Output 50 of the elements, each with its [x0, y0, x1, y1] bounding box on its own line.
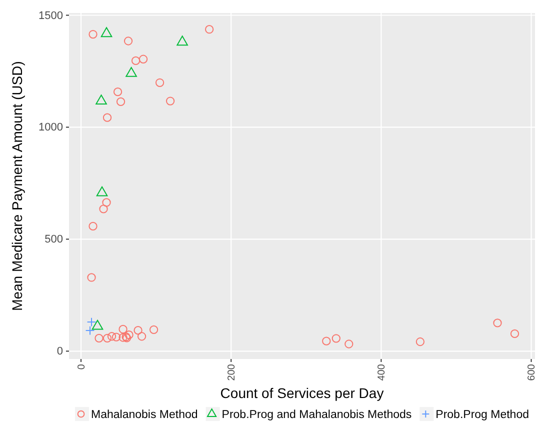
point [416, 337, 425, 346]
point [322, 336, 331, 346]
x-tick-label: 600 [526, 364, 537, 381]
legend-label: Prob.Prog and Mahalanobis Methods [222, 409, 412, 422]
point [100, 27, 112, 38]
point [118, 333, 128, 342]
point [96, 94, 107, 104]
y-tick-label: 1000 [38, 122, 63, 134]
point [137, 332, 146, 341]
point [131, 56, 140, 66]
y-tick-label: 0 [56, 346, 63, 358]
point [176, 36, 188, 46]
point [149, 325, 158, 334]
point [86, 317, 96, 327]
point [85, 326, 95, 336]
point [118, 324, 128, 334]
x-tick-label: 400 [376, 364, 388, 381]
point [102, 334, 112, 342]
point [510, 329, 520, 338]
legend-label: Mahalanobis Method [91, 409, 198, 422]
point [155, 78, 164, 87]
point [102, 198, 111, 207]
point [205, 25, 214, 34]
point [88, 222, 98, 231]
point [87, 273, 96, 282]
x-tick-label: 0 [76, 364, 88, 370]
point [126, 67, 137, 77]
point [124, 36, 133, 46]
point [113, 88, 122, 96]
x-axis-title: Count of Services per Day [220, 385, 384, 401]
x-tick-label: 200 [226, 364, 238, 381]
point [116, 97, 126, 106]
point [166, 96, 175, 106]
legend-label: Prob.Prog Method [436, 409, 529, 422]
point [94, 334, 104, 342]
point [138, 54, 148, 64]
point [102, 113, 112, 122]
point [107, 332, 116, 341]
y-axis-title: Mean Medicare Payment Amount (USD) [9, 61, 25, 311]
point [88, 30, 98, 39]
point [99, 204, 108, 214]
point [332, 334, 340, 343]
y-tick-label: 1500 [38, 10, 63, 22]
point [112, 332, 121, 342]
point [124, 330, 134, 340]
point [493, 318, 502, 328]
point [96, 186, 108, 196]
point [134, 326, 142, 335]
point [344, 340, 354, 348]
y-tick-label: 500 [44, 234, 63, 246]
